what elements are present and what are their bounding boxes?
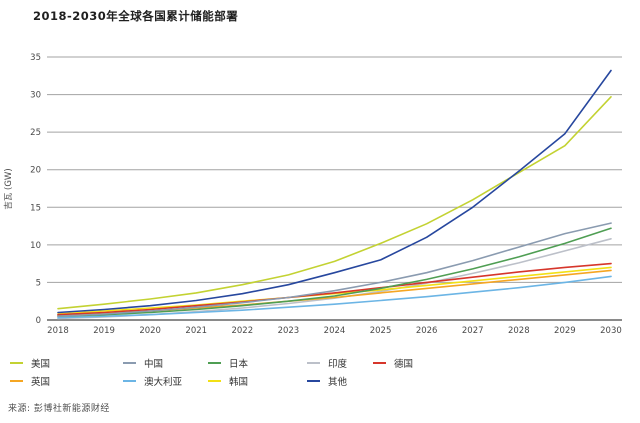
legend-item-india: 印度 <box>307 356 347 370</box>
y-axis-title: 吉瓦 (GW) <box>4 168 14 210</box>
legend-label-australia: 澳大利亚 <box>144 377 183 388</box>
y-tick-label: 25 <box>30 128 41 138</box>
legend-label-us: 美国 <box>31 359 51 370</box>
legend-swatch-others <box>307 380 320 382</box>
legend-item-china: 中国 <box>123 356 163 370</box>
legend-swatch-china <box>123 362 136 364</box>
legend-label-uk: 英国 <box>31 377 51 388</box>
chart-title: 2018-2030年全球各国累计储能部署 <box>33 9 239 23</box>
x-tick-label: 2030 <box>600 326 622 336</box>
x-tick-label: 2029 <box>554 326 576 336</box>
legend-swatch-australia <box>123 380 136 382</box>
x-tick-label: 2021 <box>185 326 207 336</box>
series-line-germany <box>57 262 612 316</box>
x-tick-label: 2027 <box>462 326 484 336</box>
series-line-us <box>57 96 612 310</box>
series-line-china <box>57 222 612 318</box>
y-tick-label: 10 <box>30 241 41 251</box>
legend-label-india: 印度 <box>328 359 348 370</box>
y-tick-label: 15 <box>30 203 41 213</box>
y-tick-label: 20 <box>30 166 41 176</box>
legend-item-japan: 日本 <box>208 356 248 370</box>
series-line-others <box>57 69 612 314</box>
x-tick-label: 2023 <box>278 326 300 336</box>
legend-swatch-korea <box>208 380 221 382</box>
series-line-australia <box>57 275 612 319</box>
x-tick-label: 2025 <box>370 326 392 336</box>
legend-item-us: 美国 <box>10 356 50 370</box>
legend-swatch-japan <box>208 362 221 364</box>
legend-item-australia: 澳大利亚 <box>123 374 182 388</box>
legend-item-others: 其他 <box>307 374 347 388</box>
x-tick-label: 2018 <box>47 326 69 336</box>
source-note: 来源: 彭博社新能源财经 <box>8 404 110 414</box>
y-tick-label: 5 <box>36 278 41 288</box>
legend-label-germany: 德国 <box>394 359 414 370</box>
legend-item-germany: 德国 <box>373 356 413 370</box>
y-tick-label: 0 <box>36 316 41 326</box>
legend-swatch-germany <box>373 362 386 364</box>
series-line-japan <box>57 227 612 318</box>
legend-swatch-uk <box>10 380 23 382</box>
legend-label-korea: 韩国 <box>229 377 249 388</box>
legend-label-japan: 日本 <box>229 359 249 370</box>
chart-legend: 美国 中国 日本 印度 德国英国 澳大利亚 韩国 其他 <box>0 352 640 392</box>
x-tick-label: 2019 <box>93 326 115 336</box>
y-tick-label: 35 <box>30 53 41 63</box>
legend-swatch-us <box>10 362 23 364</box>
x-tick-label: 2022 <box>231 326 253 336</box>
x-tick-label: 2026 <box>416 326 438 336</box>
legend-item-uk: 英国 <box>10 374 50 388</box>
legend-swatch-india <box>307 362 320 364</box>
legend-item-korea: 韩国 <box>208 374 248 388</box>
y-tick-label: 30 <box>30 91 41 101</box>
legend-label-others: 其他 <box>328 377 348 388</box>
x-tick-label: 2020 <box>139 326 161 336</box>
x-tick-label: 2028 <box>508 326 530 336</box>
legend-label-china: 中国 <box>144 359 164 370</box>
x-tick-label: 2024 <box>324 326 346 336</box>
